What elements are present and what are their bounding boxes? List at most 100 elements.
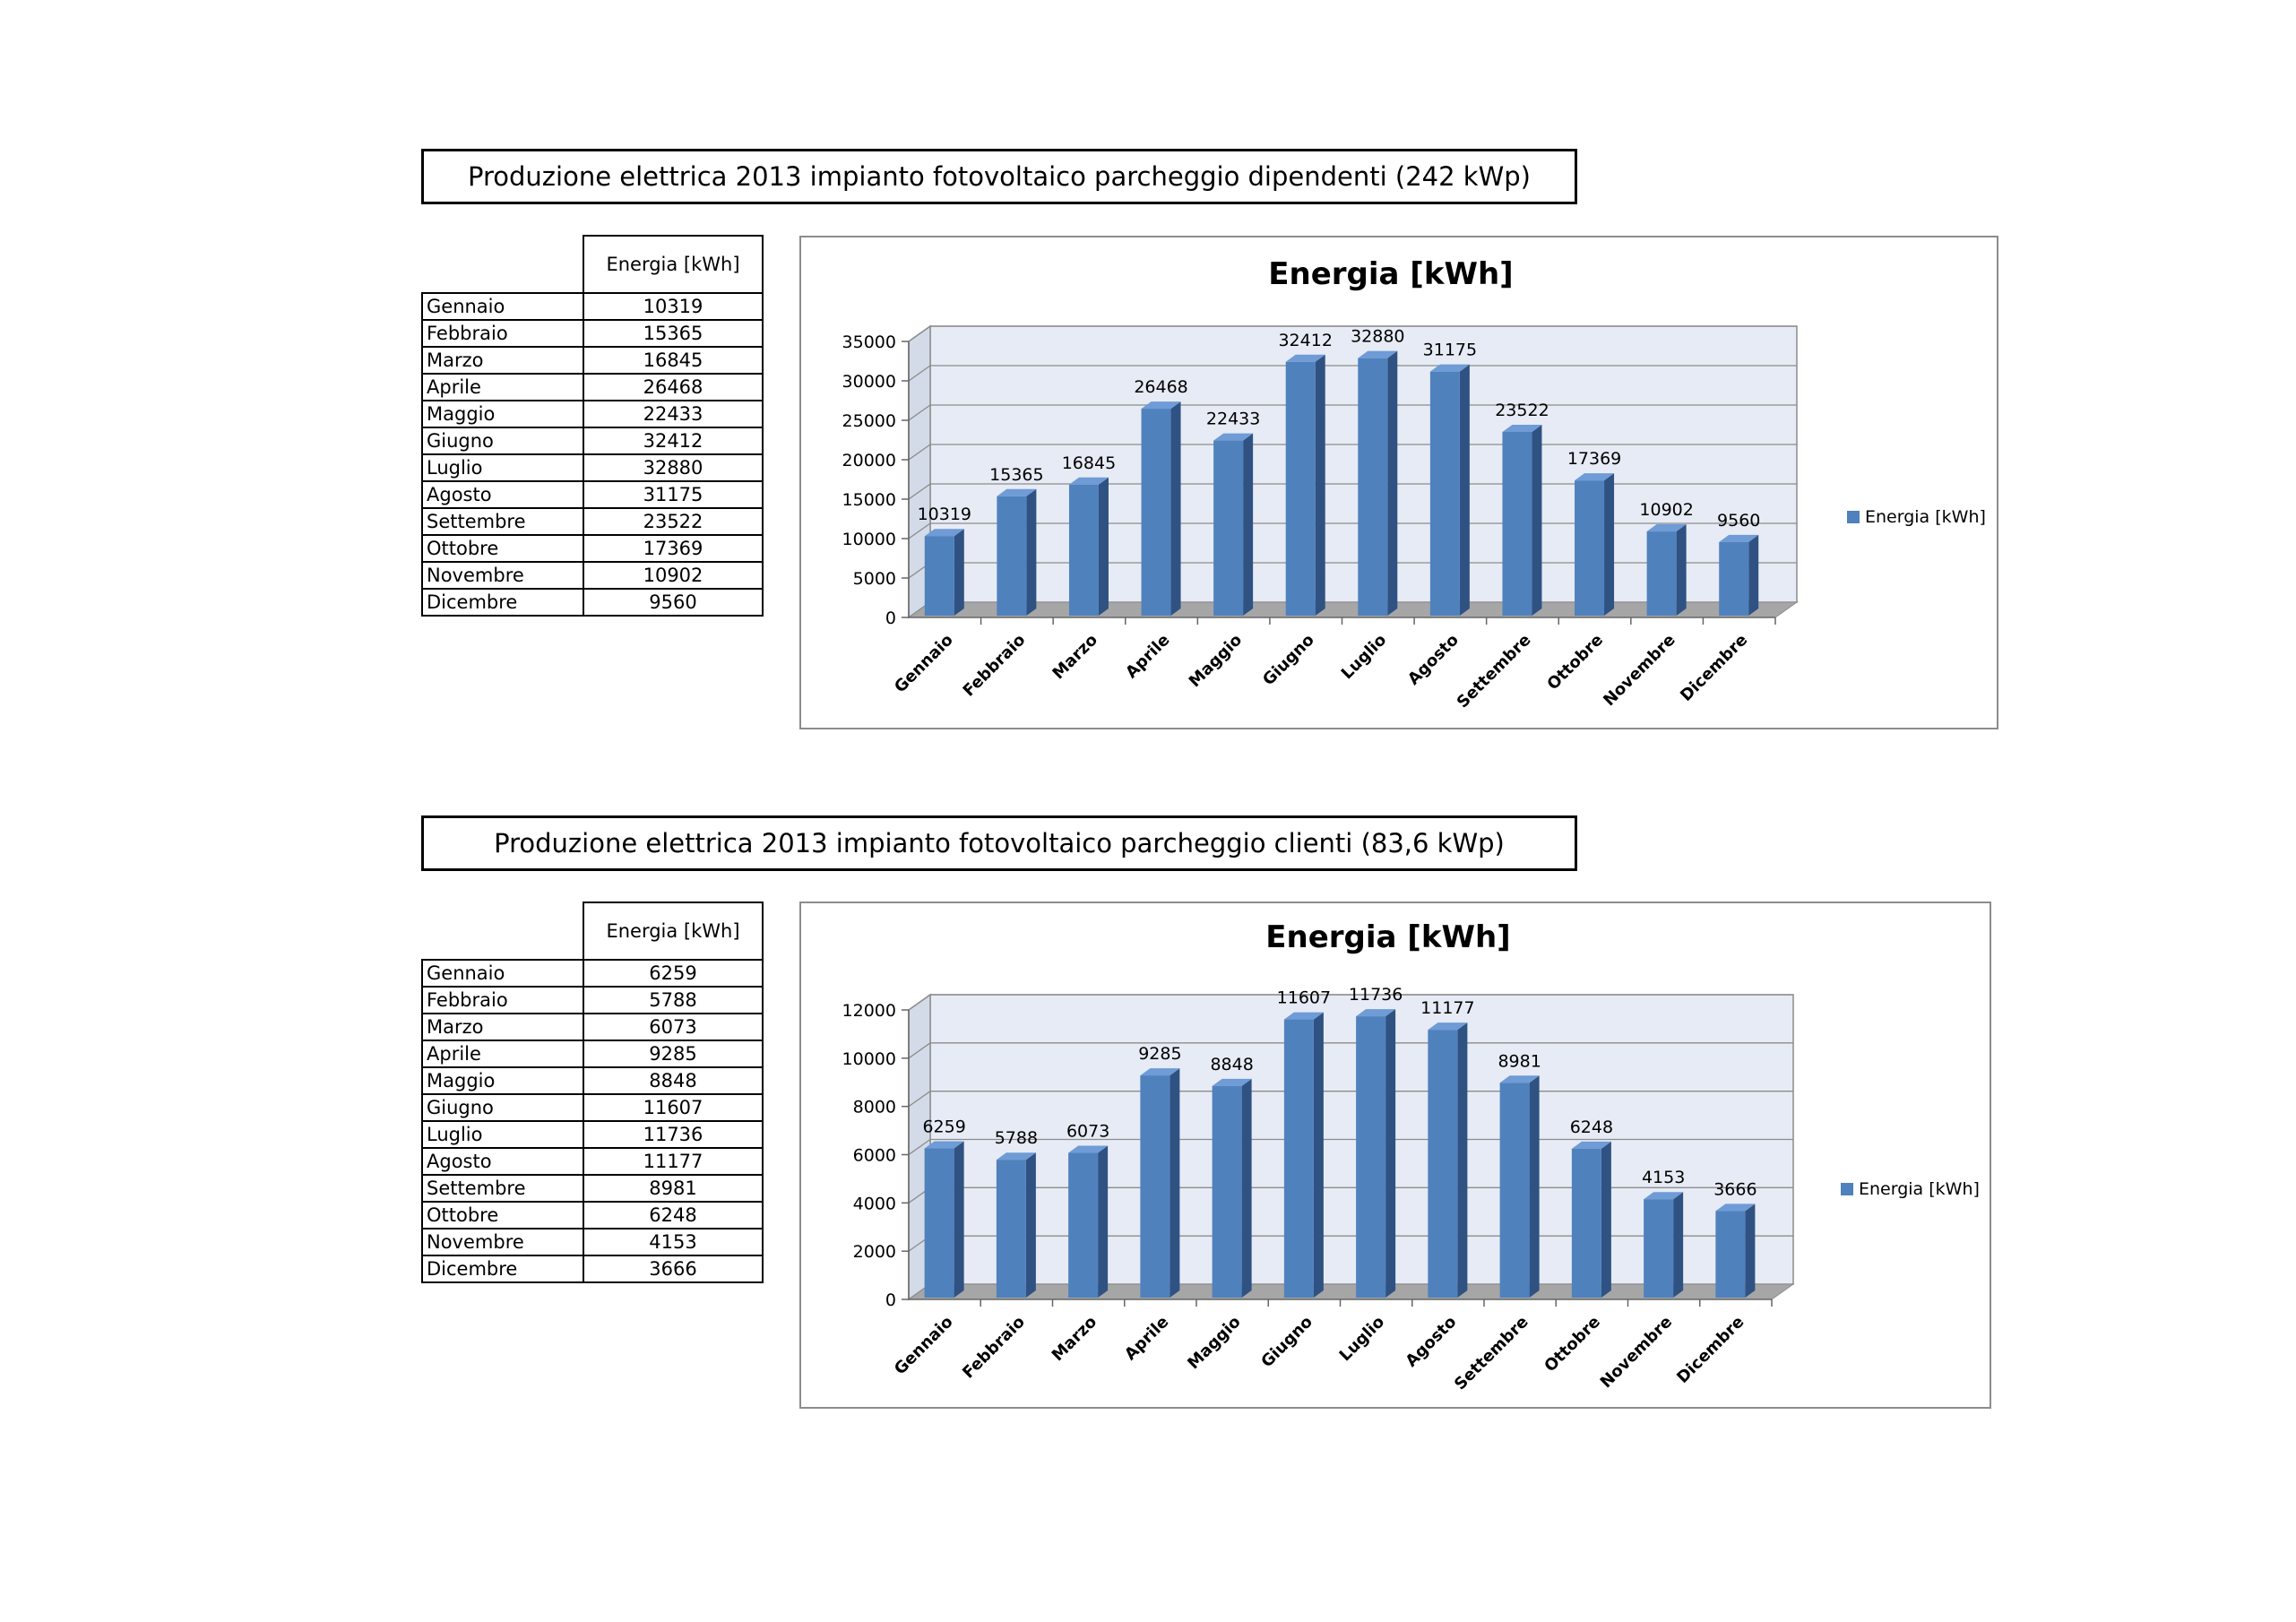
month-cell: Dicembre <box>421 1255 584 1283</box>
value-cell: 3666 <box>583 1255 764 1283</box>
table-row: Giugno 11607 <box>421 1093 764 1122</box>
data-label: 11607 <box>1277 988 1331 1008</box>
legend-label: Energia [kWh] <box>1865 507 1986 527</box>
bar <box>1644 1199 1674 1298</box>
month-cell: Settembre <box>421 1174 584 1203</box>
table-row: Febbraio 5788 <box>421 986 764 1014</box>
month-cell: Gennaio <box>421 959 584 988</box>
x-category-label: Ottobre <box>1543 631 1607 695</box>
table-row: Agosto 11177 <box>421 1147 764 1176</box>
data-label: 10319 <box>918 505 971 524</box>
bar-top <box>1499 1075 1540 1083</box>
bar-top <box>1358 350 1398 358</box>
value-cell: 6073 <box>583 1013 764 1041</box>
bar-top <box>1356 1009 1396 1017</box>
bar-top <box>1068 477 1109 485</box>
month-cell: Dicembre <box>421 588 584 617</box>
data-label: 6073 <box>1066 1122 1109 1142</box>
bar <box>1358 358 1388 616</box>
x-category-label: Dicembre <box>1673 1313 1748 1387</box>
value-cell: 11177 <box>583 1147 764 1176</box>
legend-swatch <box>1841 1183 1853 1195</box>
bar-top <box>924 1141 964 1149</box>
month-cell: Giugno <box>421 1093 584 1122</box>
value-cell: 31175 <box>583 480 764 509</box>
data-label: 3666 <box>1713 1179 1757 1199</box>
bar-side <box>954 1141 964 1298</box>
x-category-label: Marzo <box>1049 1313 1101 1366</box>
bar-side <box>1241 1078 1252 1298</box>
data-label: 16845 <box>1062 453 1116 473</box>
month-cell: Novembre <box>421 1228 584 1256</box>
bar-top <box>1575 473 1615 481</box>
table-row: Aprile 26468 <box>421 373 764 401</box>
value-cell: 9560 <box>583 588 764 617</box>
month-cell: Aprile <box>421 1040 584 1068</box>
month-cell: Ottobre <box>421 534 584 563</box>
x-category-label: Settembre <box>1451 1313 1532 1394</box>
bar-top <box>924 529 964 537</box>
value-cell: 17369 <box>583 534 764 563</box>
x-category-label: Gennaio <box>891 631 957 697</box>
legend-swatch <box>1847 511 1860 523</box>
bar <box>1356 1016 1386 1298</box>
bar-chart: Energia [kWh] 0 2000 4000 6000 8000 10000 12000… <box>842 919 1980 1394</box>
value-cell: 15365 <box>583 319 764 348</box>
data-label: 8848 <box>1210 1055 1253 1074</box>
bar-top <box>1502 425 1542 433</box>
bar <box>1502 432 1532 616</box>
table-header: Energia [kWh] <box>583 235 764 294</box>
y-tick-label: 15000 <box>842 490 896 510</box>
data-label: 17369 <box>1567 449 1621 469</box>
value-cell: 26468 <box>583 373 764 401</box>
data-label: 8981 <box>1498 1051 1541 1071</box>
y-tick-label: 20000 <box>842 451 896 470</box>
bar-top <box>1429 364 1470 372</box>
x-category-label: Luglio <box>1338 631 1391 684</box>
data-label: 31175 <box>1423 341 1477 360</box>
table-row: Settembre 8981 <box>421 1174 764 1203</box>
month-cell: Luglio <box>421 453 584 482</box>
month-cell: Febbraio <box>421 319 584 348</box>
bar-side <box>1748 534 1759 616</box>
value-cell: 10902 <box>583 561 764 590</box>
bar-top <box>1068 1145 1109 1153</box>
gridline-side <box>908 522 931 539</box>
gridline-side <box>908 444 931 461</box>
bar-chart: Energia [kWh] 0 5000 10000 15000 20000 25000 30… <box>842 256 1986 712</box>
table-header: Energia [kWh] <box>583 902 764 961</box>
x-category-label: Novembre <box>1597 1313 1676 1392</box>
x-category-label: Maggio <box>1184 1313 1244 1373</box>
x-category-label: Febbraio <box>960 631 1030 701</box>
month-cell: Giugno <box>421 427 584 455</box>
table-row: Maggio 22433 <box>421 400 764 428</box>
table-row: Ottobre 17369 <box>421 534 764 563</box>
bar-top <box>1283 1012 1324 1020</box>
month-cell: Aprile <box>421 373 584 401</box>
y-tick-label: 10000 <box>842 1049 896 1069</box>
table-row: Agosto 31175 <box>421 480 764 509</box>
table-row: Maggio 8848 <box>421 1066 764 1095</box>
value-cell: 11736 <box>583 1120 764 1149</box>
gridline-side <box>908 1042 931 1059</box>
bar-side <box>1529 1075 1540 1298</box>
data-label: 11736 <box>1349 985 1403 1005</box>
data-label: 6248 <box>1570 1117 1613 1137</box>
x-category-label: Dicembre <box>1677 631 1751 705</box>
section-title: Produzione elettrica 2013 impianto fotov… <box>421 815 1577 871</box>
bar <box>1213 440 1244 616</box>
x-category-label: Aprile <box>1121 1313 1172 1364</box>
bar-top <box>1644 1192 1684 1200</box>
x-category-label: Marzo <box>1049 631 1101 684</box>
bar <box>1428 1030 1458 1298</box>
y-tick-label: 0 <box>885 608 896 628</box>
bar-side <box>1676 524 1687 616</box>
table-row: Dicembre 3666 <box>421 1255 764 1283</box>
bar-side <box>1025 1152 1036 1298</box>
month-cell: Settembre <box>421 507 584 536</box>
x-category-label: Aprile <box>1122 631 1173 682</box>
bar-side <box>1604 473 1615 616</box>
energy-table: Energia [kWh] Gennaio 6259 Febbraio 5788 Marz… <box>421 902 764 1283</box>
table-row: Novembre 4153 <box>421 1228 764 1256</box>
data-label: 6259 <box>922 1117 965 1137</box>
